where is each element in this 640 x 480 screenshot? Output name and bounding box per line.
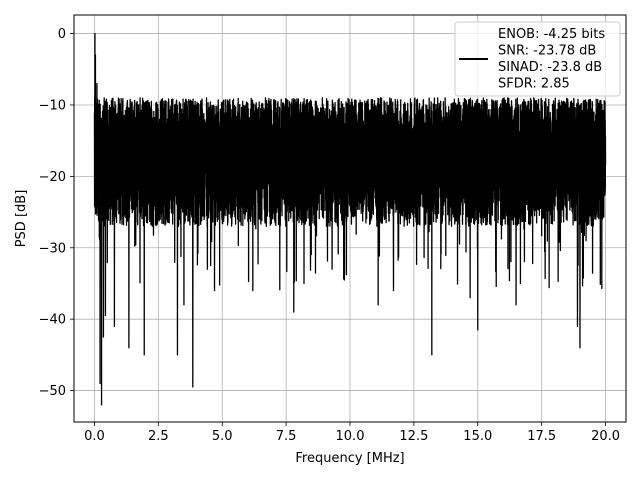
psd-series-line — [93, 32, 607, 406]
y-axis-ticks: 0 −10 −20 −30 −40 −50 — [39, 27, 74, 399]
legend-entry-enob: ENOB: -4.25 bits — [498, 27, 605, 42]
series-layer — [93, 32, 607, 406]
x-axis-label: Frequency [MHz] — [295, 451, 404, 466]
x-tick-label: 7.5 — [276, 429, 297, 444]
legend-entry-snr: SNR: -23.78 dB — [498, 44, 596, 59]
x-tick-label: 10.0 — [336, 429, 365, 444]
y-tick-label: 0 — [58, 27, 66, 42]
x-tick-label: 5.0 — [212, 429, 233, 444]
y-tick-label: −20 — [39, 170, 66, 185]
y-tick-label: −10 — [39, 98, 66, 113]
x-tick-label: 17.5 — [527, 429, 556, 444]
x-tick-label: 2.5 — [148, 429, 169, 444]
x-tick-label: 20.0 — [591, 429, 620, 444]
y-axis-label: PSD [dB] — [14, 190, 29, 248]
legend: ENOB: -4.25 bits SNR: -23.78 dB SINAD: -… — [454, 21, 621, 97]
y-tick-label: −40 — [39, 313, 66, 328]
legend-entry-sfdr: SFDR: 2.85 — [498, 77, 570, 92]
legend-box — [454, 21, 621, 97]
legend-entry-sinad: SINAD: -23.8 dB — [498, 60, 602, 75]
x-axis-ticks: 0.0 2.5 5.0 7.5 10.0 12.5 15.0 17.5 20.0 — [84, 422, 620, 444]
x-tick-label: 12.5 — [399, 429, 428, 444]
x-tick-label: 0.0 — [84, 429, 105, 444]
x-tick-label: 15.0 — [463, 429, 492, 444]
y-tick-label: −30 — [39, 241, 66, 256]
y-tick-label: −50 — [39, 384, 66, 399]
